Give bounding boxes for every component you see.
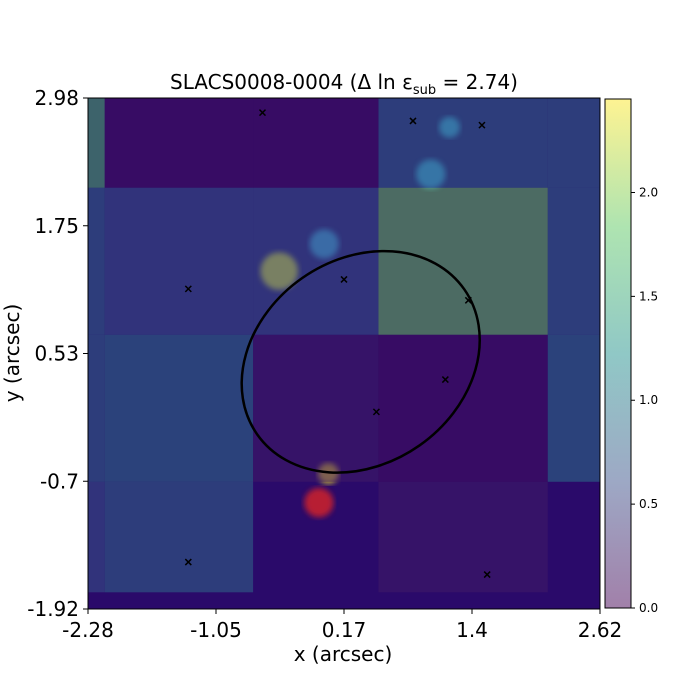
grid-cell bbox=[104, 98, 254, 188]
y-tick-label: 0.53 bbox=[34, 342, 79, 366]
arc-hotspot bbox=[304, 488, 334, 518]
colorbar: 0.0 0.5 1.0 1.5 2.0 bbox=[604, 98, 658, 615]
colorbar-ticks: 0.0 0.5 1.0 1.5 2.0 bbox=[631, 185, 658, 615]
caustic-marker bbox=[372, 408, 380, 416]
x-tick-label: 1.4 bbox=[456, 618, 488, 642]
x-tick-label: -1.05 bbox=[190, 618, 242, 642]
y-tick-label: 1.75 bbox=[34, 214, 79, 238]
colorbar-tick-label: 2.0 bbox=[639, 185, 658, 199]
grid-cell bbox=[547, 334, 600, 482]
grid-cell bbox=[378, 334, 548, 482]
colorbar-tick-label: 1.5 bbox=[639, 289, 658, 303]
x-axis-label: x (arcsec) bbox=[294, 642, 393, 666]
grid-cell bbox=[104, 334, 254, 482]
grid-cell bbox=[88, 481, 105, 593]
grid-cell bbox=[253, 98, 379, 188]
grid-cell bbox=[88, 334, 105, 482]
caustic-marker bbox=[483, 571, 491, 579]
y-axis-label: y (arcsec) bbox=[0, 304, 24, 403]
grid-cell bbox=[88, 187, 105, 335]
y-tick-label: -0.7 bbox=[40, 469, 79, 493]
grid-cell bbox=[253, 187, 379, 335]
caustic-marker bbox=[441, 376, 449, 384]
colorbar-frame bbox=[604, 98, 632, 609]
chart-title: SLACS0008-0004 (Δ ln εsub = 2.74) bbox=[170, 70, 518, 98]
colorbar-tick-label: 0.0 bbox=[639, 601, 658, 615]
caustic-marker bbox=[340, 275, 348, 283]
critical-curve bbox=[240, 249, 481, 474]
caustic-marker bbox=[409, 117, 417, 125]
grid-cell bbox=[253, 334, 379, 482]
grid-cell bbox=[88, 98, 105, 188]
grid-cell bbox=[378, 481, 548, 593]
x-tick-label: -2.28 bbox=[62, 618, 114, 642]
caustic-marker-layer bbox=[184, 109, 491, 579]
x-tick-label: 2.62 bbox=[578, 618, 623, 642]
y-axis: 2.98 1.75 0.53 -0.7 -1.92 bbox=[27, 86, 88, 621]
colorbar-tick-label: 1.0 bbox=[639, 393, 658, 407]
y-tick-label: 2.98 bbox=[34, 86, 79, 110]
x-tick-label: 0.17 bbox=[322, 618, 367, 642]
grid-cell bbox=[104, 187, 254, 335]
caustic-marker bbox=[184, 558, 192, 566]
subhalo-grid-layer bbox=[88, 98, 600, 593]
colorbar-gradient bbox=[605, 99, 631, 608]
grid-cell bbox=[378, 187, 548, 335]
caustic-marker bbox=[184, 285, 192, 293]
y-tick-label: -1.92 bbox=[27, 597, 79, 621]
caustic-marker bbox=[258, 109, 267, 117]
grid-cell bbox=[378, 98, 548, 188]
colorbar-tick-label: 0.5 bbox=[639, 497, 658, 511]
grid-cell bbox=[547, 98, 600, 188]
x-axis: -2.28 -1.05 0.17 1.4 2.62 bbox=[62, 609, 622, 642]
plot-area bbox=[88, 98, 600, 609]
caustic-marker bbox=[478, 121, 486, 129]
grid-cell bbox=[547, 187, 600, 335]
grid-cell bbox=[104, 481, 254, 593]
